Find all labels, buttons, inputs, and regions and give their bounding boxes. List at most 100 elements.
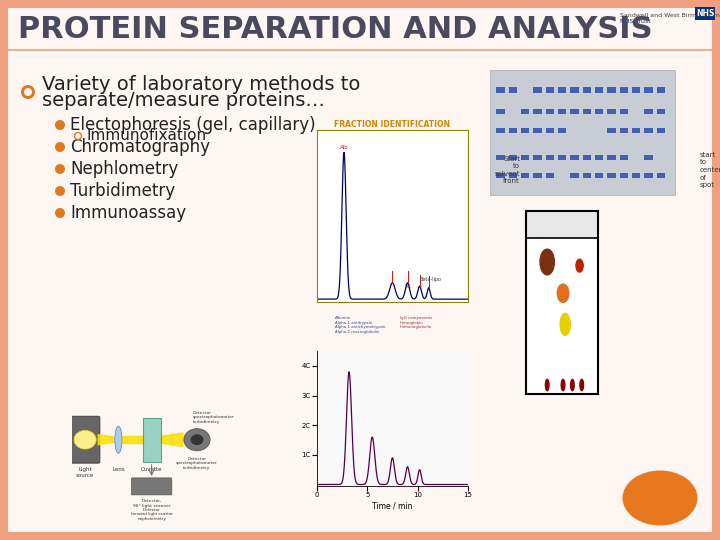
Text: Detector
spectrophotometer
turbidimetry: Detector spectrophotometer turbidimetry [193, 411, 235, 424]
Circle shape [55, 208, 65, 218]
Ellipse shape [560, 313, 570, 335]
FancyBboxPatch shape [570, 109, 579, 114]
Text: separate/measure proteins…: separate/measure proteins… [42, 91, 325, 110]
FancyBboxPatch shape [570, 155, 579, 160]
FancyBboxPatch shape [546, 127, 554, 132]
FancyBboxPatch shape [582, 86, 591, 92]
FancyBboxPatch shape [496, 86, 505, 92]
FancyBboxPatch shape [607, 109, 616, 114]
Circle shape [21, 85, 35, 99]
FancyBboxPatch shape [644, 109, 653, 114]
Circle shape [191, 434, 204, 445]
Text: start
to
center
of
spot: start to center of spot [700, 152, 720, 188]
FancyBboxPatch shape [644, 127, 653, 132]
Text: IgG components
Hemoglobin
Immunoglobulin: IgG components Hemoglobin Immunoglobulin [400, 316, 432, 329]
FancyBboxPatch shape [619, 109, 628, 114]
Text: Albumin
Alpha-1 antitrypsin
Alpha-1 antichymotrypsin
Alpha-2 macroglobulin: Albumin Alpha-1 antitrypsin Alpha-1 anti… [335, 316, 385, 334]
Polygon shape [122, 436, 143, 443]
Text: Detector
spectrophotometer
turbidimetry: Detector spectrophotometer turbidimetry [176, 457, 218, 470]
X-axis label: Time / min: Time / min [372, 501, 413, 510]
FancyBboxPatch shape [595, 172, 603, 178]
FancyBboxPatch shape [632, 127, 641, 132]
FancyBboxPatch shape [657, 172, 665, 178]
FancyBboxPatch shape [619, 155, 628, 160]
Text: Beta-lipo: Beta-lipo [419, 277, 441, 282]
Circle shape [560, 379, 566, 392]
FancyBboxPatch shape [496, 172, 505, 178]
Polygon shape [98, 435, 114, 445]
FancyBboxPatch shape [644, 172, 653, 178]
FancyBboxPatch shape [558, 86, 567, 92]
FancyBboxPatch shape [71, 416, 100, 463]
FancyBboxPatch shape [143, 417, 161, 462]
Circle shape [579, 379, 585, 392]
Circle shape [55, 142, 65, 152]
FancyBboxPatch shape [619, 127, 628, 132]
FancyBboxPatch shape [695, 7, 715, 20]
FancyBboxPatch shape [657, 86, 665, 92]
FancyBboxPatch shape [508, 155, 517, 160]
FancyBboxPatch shape [534, 155, 541, 160]
FancyBboxPatch shape [534, 127, 541, 132]
Text: Electophoresis (gel, capillary): Electophoresis (gel, capillary) [70, 116, 315, 134]
Ellipse shape [557, 284, 569, 302]
FancyBboxPatch shape [546, 155, 554, 160]
FancyBboxPatch shape [521, 172, 529, 178]
FancyBboxPatch shape [644, 155, 653, 160]
Text: Variety of laboratory methods to: Variety of laboratory methods to [42, 76, 361, 94]
FancyBboxPatch shape [570, 172, 579, 178]
Text: Turbidimetry: Turbidimetry [70, 182, 175, 200]
Circle shape [55, 164, 65, 174]
Text: Chromatography: Chromatography [70, 138, 210, 156]
Circle shape [24, 88, 32, 96]
Text: Alb: Alb [340, 145, 348, 150]
Polygon shape [161, 433, 183, 447]
FancyBboxPatch shape [595, 86, 603, 92]
FancyBboxPatch shape [534, 86, 541, 92]
FancyBboxPatch shape [508, 86, 517, 92]
Circle shape [570, 379, 575, 392]
FancyBboxPatch shape [607, 86, 616, 92]
FancyBboxPatch shape [582, 109, 591, 114]
Ellipse shape [115, 426, 122, 453]
FancyBboxPatch shape [619, 172, 628, 178]
FancyBboxPatch shape [607, 172, 616, 178]
Circle shape [74, 430, 96, 449]
FancyBboxPatch shape [595, 109, 603, 114]
FancyBboxPatch shape [582, 172, 591, 178]
Text: Light
source: Light source [76, 467, 94, 478]
FancyBboxPatch shape [570, 86, 579, 92]
Text: Start
to
solvent
front: Start to solvent front [495, 156, 520, 184]
FancyBboxPatch shape [521, 127, 529, 132]
FancyBboxPatch shape [657, 109, 665, 114]
FancyBboxPatch shape [132, 478, 172, 495]
FancyBboxPatch shape [644, 86, 653, 92]
FancyBboxPatch shape [558, 155, 567, 160]
Title: FRACTION IDENTIFICATION: FRACTION IDENTIFICATION [334, 120, 451, 129]
FancyBboxPatch shape [632, 172, 641, 178]
FancyBboxPatch shape [546, 86, 554, 92]
FancyBboxPatch shape [582, 155, 591, 160]
FancyBboxPatch shape [534, 109, 541, 114]
Text: NHS Trust: NHS Trust [620, 19, 651, 24]
Text: Lens: Lens [112, 467, 125, 472]
FancyBboxPatch shape [490, 70, 675, 195]
Text: TG: TG [404, 284, 411, 289]
FancyBboxPatch shape [521, 109, 529, 114]
Text: NHS: NHS [696, 9, 714, 18]
Circle shape [545, 379, 550, 392]
FancyBboxPatch shape [607, 127, 616, 132]
Text: Immunofixation: Immunofixation [87, 129, 207, 144]
Circle shape [184, 429, 210, 451]
FancyBboxPatch shape [534, 172, 541, 178]
Ellipse shape [540, 249, 554, 275]
FancyBboxPatch shape [526, 211, 598, 238]
FancyBboxPatch shape [508, 172, 517, 178]
FancyBboxPatch shape [546, 172, 554, 178]
FancyBboxPatch shape [595, 155, 603, 160]
FancyBboxPatch shape [0, 0, 8, 540]
Text: Sandwell and West Birmingham Hospitals: Sandwell and West Birmingham Hospitals [620, 13, 720, 18]
Ellipse shape [576, 259, 583, 272]
Text: Detector
forward light scatter
nephelometry: Detector forward light scatter nephelome… [131, 508, 173, 521]
Text: PROTEIN SEPARATION AND ANALYSIS: PROTEIN SEPARATION AND ANALYSIS [18, 16, 652, 44]
